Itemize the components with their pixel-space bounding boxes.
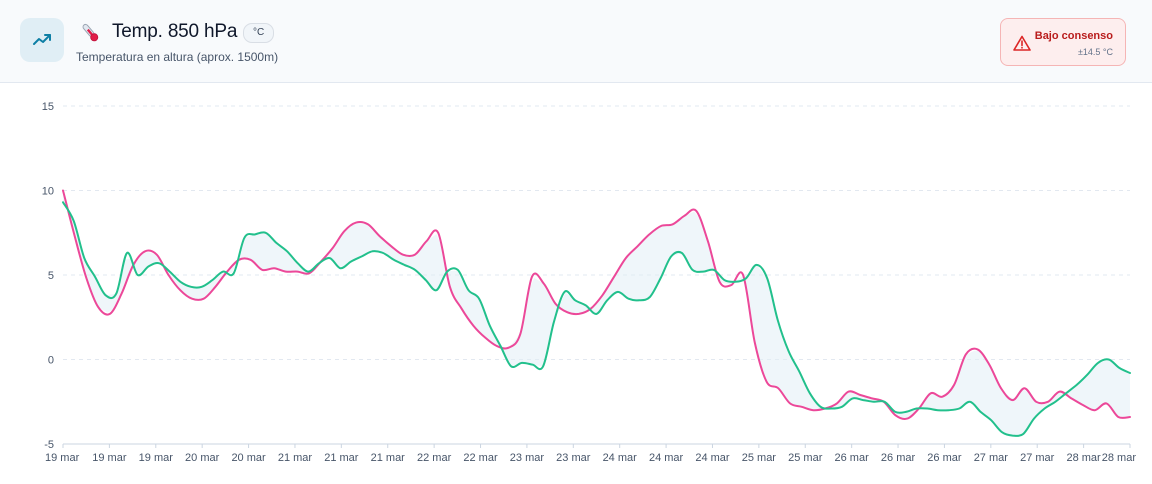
y-tick-label: 15 [42, 101, 54, 113]
x-tick-label: 21 mar [278, 452, 313, 464]
x-tick-label: 27 mar [1020, 452, 1055, 464]
page-subtitle: Temperatura en altura (aprox. 1500m) [76, 50, 279, 64]
series-line-green [62, 201, 1131, 437]
y-tick-label: 5 [48, 270, 54, 282]
x-tick-label: 28 mar [1102, 452, 1137, 464]
temperature-line-chart: -5 0 5 10 15 19 mar 19 mar 19 mar 20 mar 20 mar 21… [42, 101, 1137, 464]
x-tick-label: 24 mar [603, 452, 638, 464]
x-tick-label: 25 mar [742, 452, 777, 464]
x-tick-label: 22 mar [463, 452, 498, 464]
consensus-value: ±14.5 °C [1077, 47, 1113, 57]
x-tick-label: 24 mar [649, 452, 684, 464]
y-tick-label: 10 [42, 186, 54, 198]
x-tick-label: 25 mar [788, 452, 823, 464]
x-tick-label: 24 mar [695, 452, 730, 464]
x-tick-label: 26 mar [927, 452, 962, 464]
consensus-badge: Bajo consenso ±14.5 °C [1000, 18, 1126, 66]
x-tick-label: 21 mar [324, 452, 359, 464]
unit-badge: °C [243, 23, 275, 43]
x-tick-label: 19 mar [139, 452, 174, 464]
x-tick-label: 20 mar [231, 452, 266, 464]
x-tick-label: 23 mar [510, 452, 545, 464]
x-tick-label: 21 mar [371, 452, 406, 464]
x-tick-label: 19 mar [92, 452, 127, 464]
series-line-pink [62, 189, 1131, 420]
page-title: Temp. 850 hPa [112, 21, 238, 42]
x-tick-label: 28 mar [1066, 452, 1101, 464]
x-tick-label: 22 mar [417, 452, 452, 464]
chart-header: Temp. 850 hPa °C Temperatura en altura (… [0, 0, 1152, 83]
x-tick-label: 19 mar [45, 452, 80, 464]
trend-up-icon-glyph [33, 34, 51, 45]
trend-up-icon [20, 18, 64, 62]
x-tick-label: 23 mar [556, 452, 591, 464]
warning-icon [1013, 35, 1031, 51]
x-tick-label: 20 mar [185, 452, 220, 464]
x-tick-label: 26 mar [881, 452, 916, 464]
y-tick-label: -5 [44, 439, 54, 451]
thermometer-icon [82, 23, 99, 42]
consensus-label: Bajo consenso [1034, 30, 1113, 42]
x-tick-label: 26 mar [835, 452, 870, 464]
x-tick-label: 27 mar [974, 452, 1009, 464]
y-tick-label: 0 [48, 355, 54, 367]
